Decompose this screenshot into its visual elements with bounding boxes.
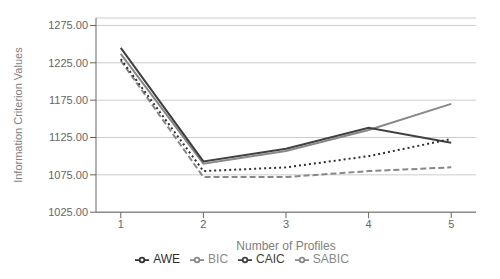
html-text:CAIC: CAIC xyxy=(256,252,285,267)
svg-text:1225.00: 1225.00 xyxy=(48,57,88,69)
svg-text:1025.00: 1025.00 xyxy=(48,206,88,218)
svg-text:5: 5 xyxy=(448,218,454,230)
svg-text:1: 1 xyxy=(118,218,124,230)
svg-text:1075.00: 1075.00 xyxy=(48,169,88,181)
svg-text:2: 2 xyxy=(200,218,206,230)
svg-text:Information Criterion Values: Information Criterion Values xyxy=(12,47,24,183)
html-text:AWE: AWE xyxy=(153,252,181,267)
svg-text:1275.00: 1275.00 xyxy=(48,19,88,31)
svg-text:1125.00: 1125.00 xyxy=(49,131,88,143)
svg-text:3: 3 xyxy=(283,218,289,230)
svg-text:4: 4 xyxy=(366,218,372,230)
html-text:BIC: BIC xyxy=(208,252,229,267)
html-text:SABIC: SABIC xyxy=(312,252,349,267)
svg-text:Number of Profiles: Number of Profiles xyxy=(236,239,335,253)
svg-text:1175.00: 1175.00 xyxy=(49,94,88,106)
